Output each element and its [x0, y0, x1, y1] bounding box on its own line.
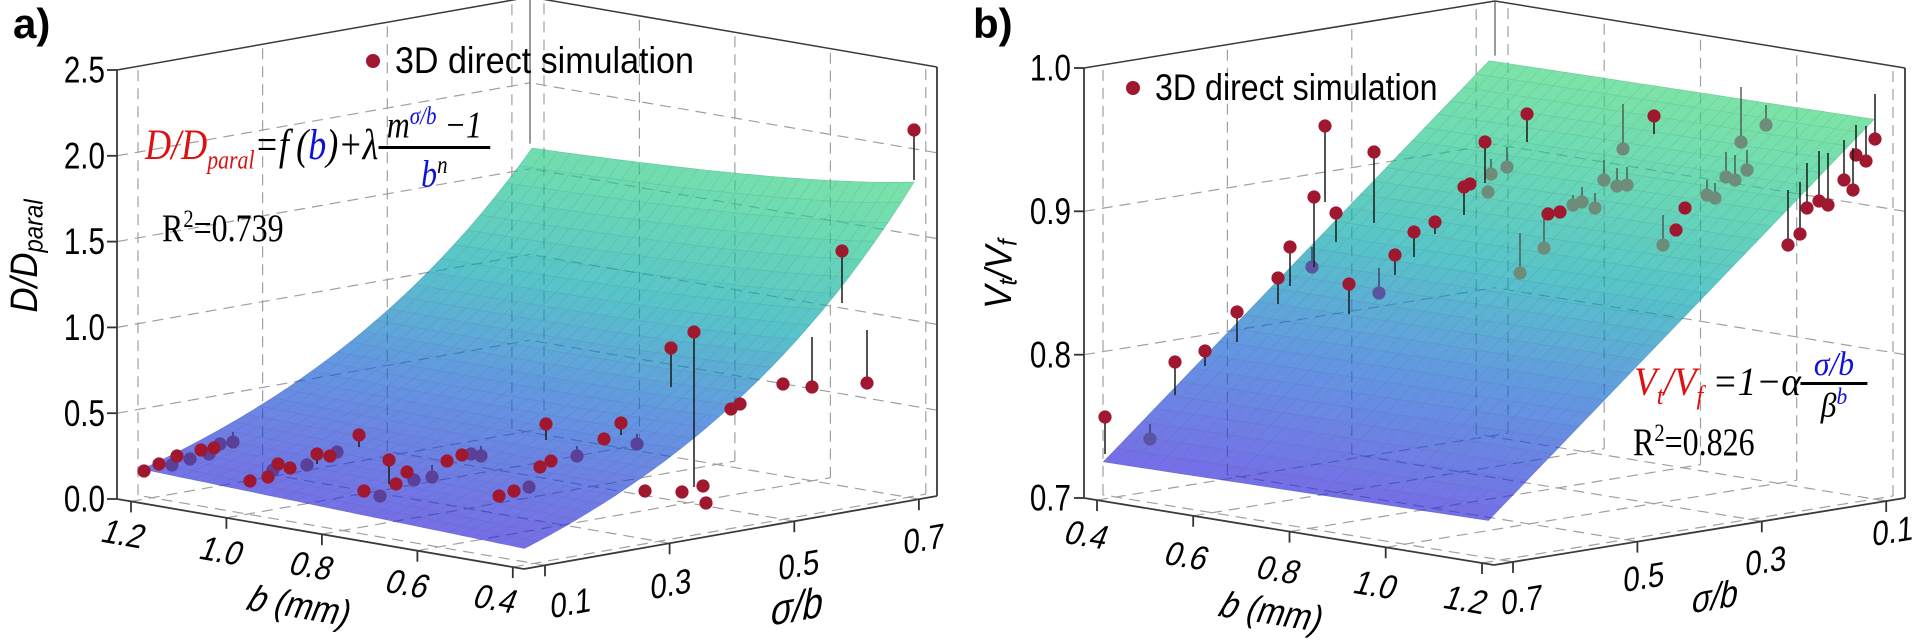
svg-text:0.9: 0.9: [1030, 192, 1071, 233]
svg-text:b): b): [973, 0, 1013, 47]
svg-text:b (mm): b (mm): [1214, 584, 1330, 640]
svg-text:0.1: 0.1: [550, 580, 592, 626]
svg-text:1.0: 1.0: [194, 530, 249, 573]
svg-text:0.1: 0.1: [1872, 508, 1915, 553]
svg-text:0.6: 0.6: [380, 563, 435, 606]
svg-text:b (mm): b (mm): [242, 578, 358, 634]
svg-text:σ/b: σ/b: [1691, 572, 1739, 621]
svg-text:0.8: 0.8: [1251, 549, 1306, 592]
svg-text:0.8: 0.8: [1030, 335, 1071, 376]
svg-text:0.7: 0.7: [1030, 479, 1071, 520]
svg-text:1.5: 1.5: [64, 222, 105, 263]
svg-text:0.3: 0.3: [1745, 538, 1788, 583]
svg-text:2.0: 2.0: [64, 136, 105, 177]
svg-text:0.3: 0.3: [650, 561, 692, 607]
svg-text:Vt/Vf: Vt/Vf: [977, 236, 1023, 309]
svg-text:σ/b: σ/b: [770, 579, 823, 635]
svg-text:D/Dparal: D/Dparal: [3, 198, 49, 313]
svg-text:0.5: 0.5: [64, 394, 105, 435]
svg-text:2.5: 2.5: [64, 51, 105, 92]
svg-text:1.0: 1.0: [1030, 49, 1071, 90]
svg-text:0.8: 0.8: [284, 545, 339, 588]
svg-text:3D direct simulation: 3D direct simulation: [395, 40, 694, 82]
svg-text:1.0: 1.0: [1348, 564, 1403, 607]
svg-text:0.7: 0.7: [903, 516, 945, 562]
svg-text:0.4: 0.4: [1059, 514, 1114, 557]
svg-text:a): a): [13, 0, 50, 47]
svg-text:0.4: 0.4: [468, 578, 523, 621]
svg-text:1.0: 1.0: [64, 308, 105, 349]
svg-text:3D direct simulation: 3D direct simulation: [1155, 68, 1437, 109]
svg-text:0.5: 0.5: [1623, 554, 1666, 599]
svg-text:1.2: 1.2: [1438, 579, 1493, 622]
svg-text:0.5: 0.5: [778, 542, 820, 588]
svg-text:0.6: 0.6: [1159, 535, 1214, 578]
svg-text:0.0: 0.0: [64, 480, 105, 521]
svg-text:0.7: 0.7: [1501, 577, 1544, 622]
